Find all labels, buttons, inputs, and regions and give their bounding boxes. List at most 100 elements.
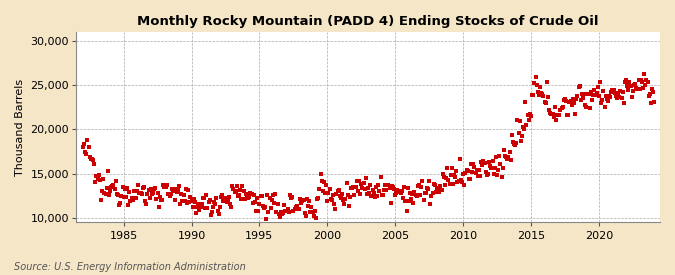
Point: [533, 90, 543, 94]
Point: [227, 183, 238, 188]
Point: [506, 133, 517, 137]
Point: [135, 190, 146, 195]
Point: [471, 167, 482, 172]
Point: [432, 186, 443, 190]
Point: [157, 198, 167, 202]
Point: [434, 190, 445, 194]
Point: [555, 108, 566, 112]
Point: [198, 196, 209, 200]
Point: [429, 183, 440, 188]
Point: [344, 204, 354, 208]
Point: [130, 189, 140, 193]
Point: [242, 196, 252, 200]
Point: [346, 186, 356, 190]
Point: [170, 186, 181, 191]
Point: [111, 192, 122, 196]
Point: [275, 210, 286, 214]
Point: [502, 157, 512, 161]
Point: [82, 138, 93, 142]
Point: [89, 162, 100, 167]
Point: [648, 90, 659, 94]
Point: [590, 93, 601, 98]
Point: [470, 171, 481, 175]
Point: [593, 94, 604, 98]
Point: [177, 199, 188, 203]
Point: [625, 84, 636, 88]
Point: [275, 214, 286, 219]
Point: [494, 153, 505, 158]
Point: [195, 205, 206, 209]
Point: [521, 123, 532, 127]
Point: [478, 159, 489, 164]
Point: [324, 187, 335, 191]
Point: [400, 199, 411, 203]
Point: [173, 187, 184, 192]
Point: [383, 182, 394, 187]
Point: [639, 72, 649, 76]
Point: [79, 142, 90, 146]
Point: [394, 190, 404, 194]
Point: [310, 216, 321, 220]
Point: [396, 191, 406, 195]
Point: [203, 200, 214, 205]
Point: [188, 197, 199, 201]
Point: [484, 160, 495, 164]
Point: [485, 164, 495, 169]
Point: [448, 182, 458, 186]
Point: [110, 179, 121, 183]
Point: [613, 91, 624, 95]
Point: [427, 191, 438, 196]
Point: [329, 202, 340, 207]
Point: [91, 174, 102, 179]
Point: [273, 212, 284, 216]
Point: [529, 81, 540, 85]
Point: [267, 197, 277, 202]
Point: [78, 144, 88, 149]
Point: [419, 191, 430, 195]
Point: [538, 94, 549, 99]
Point: [194, 208, 205, 212]
Point: [209, 200, 219, 205]
Point: [145, 186, 156, 191]
Point: [431, 190, 441, 194]
Point: [620, 79, 630, 84]
Point: [161, 182, 172, 187]
Point: [475, 174, 485, 179]
Point: [389, 187, 400, 191]
Point: [98, 177, 109, 182]
Point: [573, 85, 584, 89]
Point: [140, 198, 151, 203]
Point: [106, 185, 117, 189]
Point: [90, 180, 101, 185]
Point: [516, 133, 527, 138]
Point: [265, 206, 276, 210]
Point: [225, 202, 236, 207]
Point: [215, 205, 225, 209]
Point: [96, 198, 107, 202]
Point: [439, 183, 450, 187]
Point: [169, 198, 180, 202]
Point: [138, 186, 148, 191]
Point: [136, 192, 147, 197]
Point: [382, 182, 393, 187]
Point: [526, 114, 537, 118]
Point: [261, 217, 271, 221]
Point: [278, 211, 289, 216]
Point: [333, 188, 344, 192]
Point: [486, 166, 497, 170]
Point: [158, 183, 169, 187]
Point: [359, 187, 370, 191]
Point: [269, 201, 279, 205]
Point: [307, 210, 318, 214]
Point: [223, 195, 234, 199]
Point: [468, 162, 479, 166]
Point: [208, 205, 219, 209]
Point: [572, 94, 583, 98]
Point: [95, 178, 105, 182]
Point: [387, 184, 398, 189]
Point: [423, 186, 433, 191]
Point: [616, 96, 627, 100]
Point: [435, 184, 446, 188]
Point: [103, 193, 114, 197]
Point: [551, 113, 562, 118]
